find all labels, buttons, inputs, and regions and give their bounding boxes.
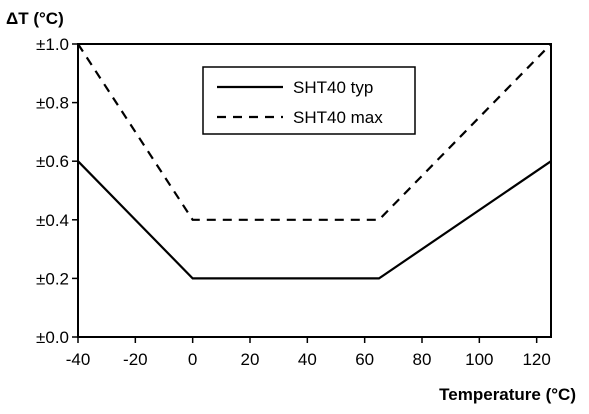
legend-label: SHT40 max: [293, 108, 383, 127]
y-tick-label: ±0.0: [36, 328, 69, 347]
series-typ-line: [77, 160, 552, 280]
plot-frame: [77, 43, 552, 338]
y-tick-label: ±0.2: [36, 269, 69, 288]
x-tick-label: 100: [465, 350, 493, 369]
y-tick-label: ±0.6: [36, 152, 69, 171]
x-tick-label: 40: [298, 350, 317, 369]
series-max-line: [77, 43, 552, 221]
y-tick-label: ±0.4: [36, 211, 69, 230]
x-tick-label: -20: [123, 350, 148, 369]
x-tick-label: -40: [66, 350, 91, 369]
y-tick-label: ±0.8: [36, 94, 69, 113]
x-tick-label: 80: [413, 350, 432, 369]
x-axis-title: Temperature (°C): [439, 385, 576, 404]
legend-box: [202, 66, 416, 135]
x-tick-label: 60: [355, 350, 374, 369]
y-axis-title: ΔT (°C): [6, 9, 64, 28]
x-tick-label: 20: [241, 350, 260, 369]
y-tick-label: ±1.0: [36, 35, 69, 54]
x-tick-label: 120: [522, 350, 550, 369]
legend-label: SHT40 typ: [293, 78, 373, 97]
x-tick-label: 0: [188, 350, 197, 369]
